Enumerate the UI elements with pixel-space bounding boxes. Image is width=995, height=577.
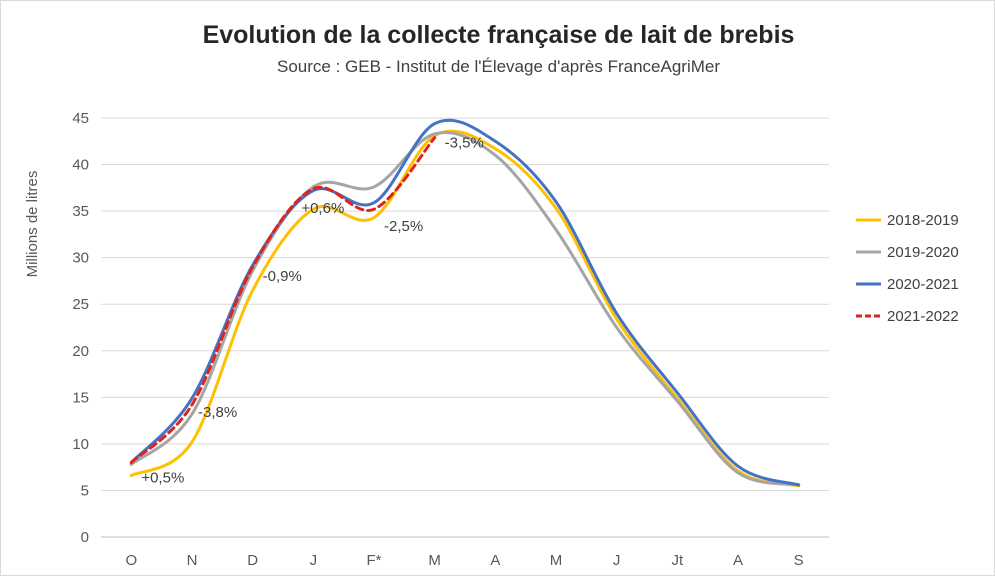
annotations: +0,5% -3,8% -0,9% +0,6% -2,5% -3,5%: [141, 135, 484, 487]
x-tick-label: Jt: [671, 552, 684, 569]
x-tick-label: A: [490, 552, 500, 569]
x-tick-label: M: [550, 552, 563, 569]
y-tick-label: 25: [72, 296, 89, 313]
x-tick-label: A: [733, 552, 743, 569]
y-tick-label: 0: [81, 529, 89, 546]
annotation-label: +0,6%: [301, 200, 344, 217]
legend-entry: 2021-2022: [887, 308, 959, 325]
x-tick-label: F*: [367, 552, 382, 569]
series-lines: [129, 118, 801, 488]
annotation-label: +0,5%: [141, 470, 184, 487]
series-line-2019-2020: [129, 131, 801, 487]
y-tick-label: 5: [81, 482, 89, 499]
y-tick-label: 20: [72, 343, 89, 360]
annotation-label: -2,5%: [384, 218, 423, 235]
y-tick-label: 30: [72, 250, 89, 267]
y-axis-ticks: 0 5 10 15 20 25 30 35 40 45: [72, 110, 89, 546]
annotation-label: -3,5%: [445, 135, 484, 152]
series-line-2018-2019: [129, 129, 801, 488]
x-tick-label: J: [310, 552, 318, 569]
x-tick-label: S: [794, 552, 804, 569]
chart-title: Evolution de la collecte française de la…: [202, 21, 795, 49]
series-line-2020-2021: [129, 118, 801, 487]
y-tick-label: 10: [72, 436, 89, 453]
legend-entry: 2019-2020: [887, 244, 959, 261]
y-tick-label: 35: [72, 203, 89, 220]
legend: 2018-2019 2019-2020 2020-2021 2021-2022: [856, 212, 959, 325]
chart-subtitle: Source : GEB - Institut de l'Élevage d'a…: [276, 57, 721, 76]
x-tick-label: J: [613, 552, 621, 569]
x-axis-ticks: O N D J F* M A M J Jt A S: [125, 552, 803, 569]
legend-entry: 2020-2021: [887, 276, 959, 293]
y-axis-label: Millions de litres: [24, 171, 41, 278]
legend-entry: 2018-2019: [887, 212, 959, 229]
annotation-label: -0,9%: [263, 268, 302, 285]
annotation-label: -3,8%: [198, 404, 237, 421]
y-tick-label: 45: [72, 110, 89, 127]
y-tick-label: 15: [72, 389, 89, 406]
series-line-2021-2022: [129, 136, 437, 464]
x-tick-label: D: [247, 552, 258, 569]
gridlines: [101, 117, 829, 538]
x-tick-label: M: [428, 552, 441, 569]
x-tick-label: O: [125, 552, 137, 569]
x-tick-label: N: [187, 552, 198, 569]
y-tick-label: 40: [72, 157, 89, 174]
